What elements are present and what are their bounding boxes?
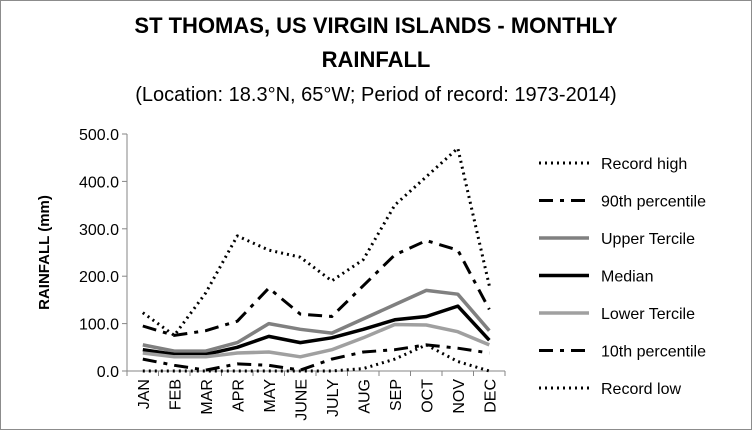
- x-tick-label: JAN: [136, 379, 153, 409]
- y-axis-label: RAINFALL (mm): [36, 195, 53, 310]
- legend-label: Median: [601, 269, 653, 286]
- x-tick-label: APR: [230, 379, 247, 412]
- x-tick-label: SEP: [388, 379, 405, 411]
- series-line-upper-tercile: [142, 288, 491, 353]
- y-tick-label: 0.0: [97, 364, 119, 381]
- y-tick-label: 100.0: [79, 317, 119, 334]
- x-tick-label: FEB: [167, 379, 184, 410]
- chart-title-line-1: ST THOMAS, US VIRGIN ISLANDS - MONTHLY: [134, 13, 618, 38]
- series-line-median: [142, 304, 491, 357]
- y-tick-label: 400.0: [79, 174, 119, 191]
- y-tick-label: 200.0: [79, 269, 119, 286]
- legend-label: Record low: [601, 381, 681, 398]
- legend-label: Upper Tercile: [601, 231, 695, 248]
- x-tick-label: MAY: [262, 379, 279, 413]
- x-tick-label: JUNE: [293, 379, 310, 421]
- legend-label: 90th percentile: [601, 194, 706, 211]
- x-tick-label: DEC: [482, 379, 499, 413]
- x-tick-label: OCT: [419, 379, 436, 413]
- x-tick-label: JULY: [325, 379, 342, 417]
- series-line-record-high: [141, 146, 491, 337]
- y-tick-label: 300.0: [79, 222, 119, 239]
- legend-label: Lower Tercile: [601, 306, 695, 323]
- chart-subtitle: (Location: 18.3°N, 65°W; Period of recor…: [135, 84, 617, 106]
- y-tick-label: 500.0: [79, 127, 119, 144]
- legend-label: Record high: [601, 156, 687, 173]
- series-line-10th-percentile: [142, 343, 490, 372]
- chart-title-line-2: RAINFALL: [321, 47, 431, 72]
- series-line-lower-tercile: [142, 322, 490, 359]
- x-tick-label: AUG: [356, 379, 373, 414]
- legend-label: 10th percentile: [601, 344, 706, 361]
- series-line-90th-percentile: [142, 239, 491, 337]
- x-tick-label: NOV: [451, 379, 468, 414]
- x-tick-label: MAR: [199, 379, 216, 415]
